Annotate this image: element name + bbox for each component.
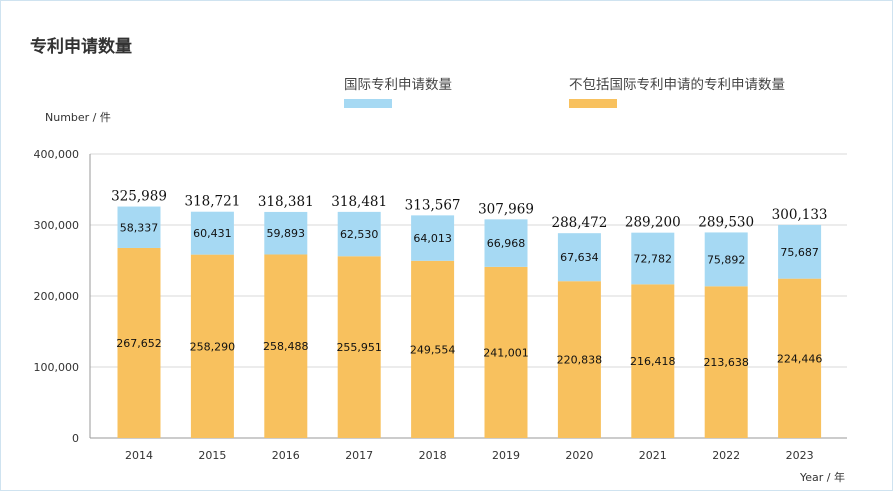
- data-label-domestic: 249,554: [410, 343, 456, 356]
- bar-international: [704, 232, 748, 287]
- total-label: 325,989: [111, 189, 167, 205]
- bar-domestic: [557, 281, 601, 438]
- y-tick-label: 100,000: [34, 361, 80, 374]
- x-tick-label: 2014: [125, 449, 153, 462]
- data-label-international: 62,530: [340, 228, 379, 241]
- x-tick-label: 2022: [712, 449, 740, 462]
- total-label: 288,472: [551, 215, 607, 231]
- chart-title: 专利申请数量: [30, 37, 132, 57]
- y-tick-label: 400,000: [34, 148, 80, 161]
- x-tick-label: 2019: [492, 449, 520, 462]
- bar-international: [631, 232, 675, 285]
- x-tick-label: 2016: [272, 449, 300, 462]
- legend-label-domestic: 不包括国际专利申请的专利申请数量: [569, 77, 785, 93]
- bar-domestic: [190, 254, 234, 438]
- y-tick-label: 300,000: [34, 219, 80, 232]
- data-label-international: 75,892: [707, 253, 746, 266]
- data-label-international: 75,687: [780, 246, 819, 259]
- data-label-international: 60,431: [193, 227, 232, 240]
- data-label-domestic: 258,290: [190, 340, 236, 353]
- data-label-domestic: 213,638: [703, 356, 749, 369]
- x-tick-label: 2017: [345, 449, 373, 462]
- data-label-domestic: 224,446: [777, 352, 823, 365]
- bar-international: [337, 211, 381, 257]
- legend-swatch-international: [344, 99, 392, 108]
- bar-international: [411, 215, 455, 261]
- x-tick-label: 2015: [198, 449, 226, 462]
- bar-domestic: [484, 266, 528, 438]
- total-label: 289,200: [625, 215, 681, 231]
- bar-international: [557, 233, 601, 282]
- total-label: 318,481: [331, 194, 387, 210]
- data-label-international: 58,337: [120, 221, 159, 234]
- y-tick-label: 200,000: [34, 290, 80, 303]
- data-label-domestic: 216,418: [630, 355, 676, 368]
- x-axis-label: Year / 年: [800, 471, 845, 484]
- legend-item-international: 国际专利申请数量: [344, 73, 452, 108]
- data-label-international: 66,968: [487, 237, 526, 250]
- x-tick-label: 2023: [786, 449, 814, 462]
- data-label-domestic: 258,488: [263, 340, 309, 353]
- x-tick-label: 2021: [639, 449, 667, 462]
- data-label-international: 72,782: [634, 253, 673, 266]
- total-label: 307,969: [478, 201, 534, 217]
- bar-domestic: [778, 278, 822, 438]
- y-tick-label: 0: [72, 432, 79, 445]
- total-label: 300,133: [772, 207, 828, 223]
- bar-international: [778, 224, 822, 279]
- data-label-domestic: 255,951: [336, 341, 382, 354]
- bar-domestic: [411, 260, 455, 438]
- legend-item-domestic: 不包括国际专利申请的专利申请数量: [569, 73, 785, 108]
- bar-domestic: [337, 256, 381, 438]
- data-label-international: 67,634: [560, 251, 599, 264]
- legend-label-international: 国际专利申请数量: [344, 77, 452, 93]
- data-label-domestic: 220,838: [557, 354, 603, 367]
- data-label-international: 59,893: [267, 227, 306, 240]
- total-label: 318,381: [258, 194, 314, 210]
- bar-domestic: [117, 247, 161, 438]
- legend-swatch-domestic: [569, 99, 617, 108]
- bar-international: [117, 206, 161, 248]
- bar-international: [264, 211, 308, 255]
- bar-domestic: [264, 254, 308, 438]
- bar-international: [190, 211, 234, 255]
- total-label: 313,567: [405, 197, 461, 213]
- data-label-domestic: 267,652: [116, 337, 162, 350]
- data-label-international: 64,013: [413, 232, 452, 245]
- total-label: 318,721: [184, 194, 240, 210]
- bar-domestic: [631, 284, 675, 438]
- bar-domestic: [704, 286, 748, 438]
- data-label-domestic: 241,001: [483, 346, 529, 359]
- total-label: 289,530: [698, 214, 754, 230]
- y-axis-label: Number / 件: [45, 111, 111, 124]
- bar-international: [484, 219, 528, 267]
- x-tick-label: 2020: [565, 449, 593, 462]
- x-tick-label: 2018: [419, 449, 447, 462]
